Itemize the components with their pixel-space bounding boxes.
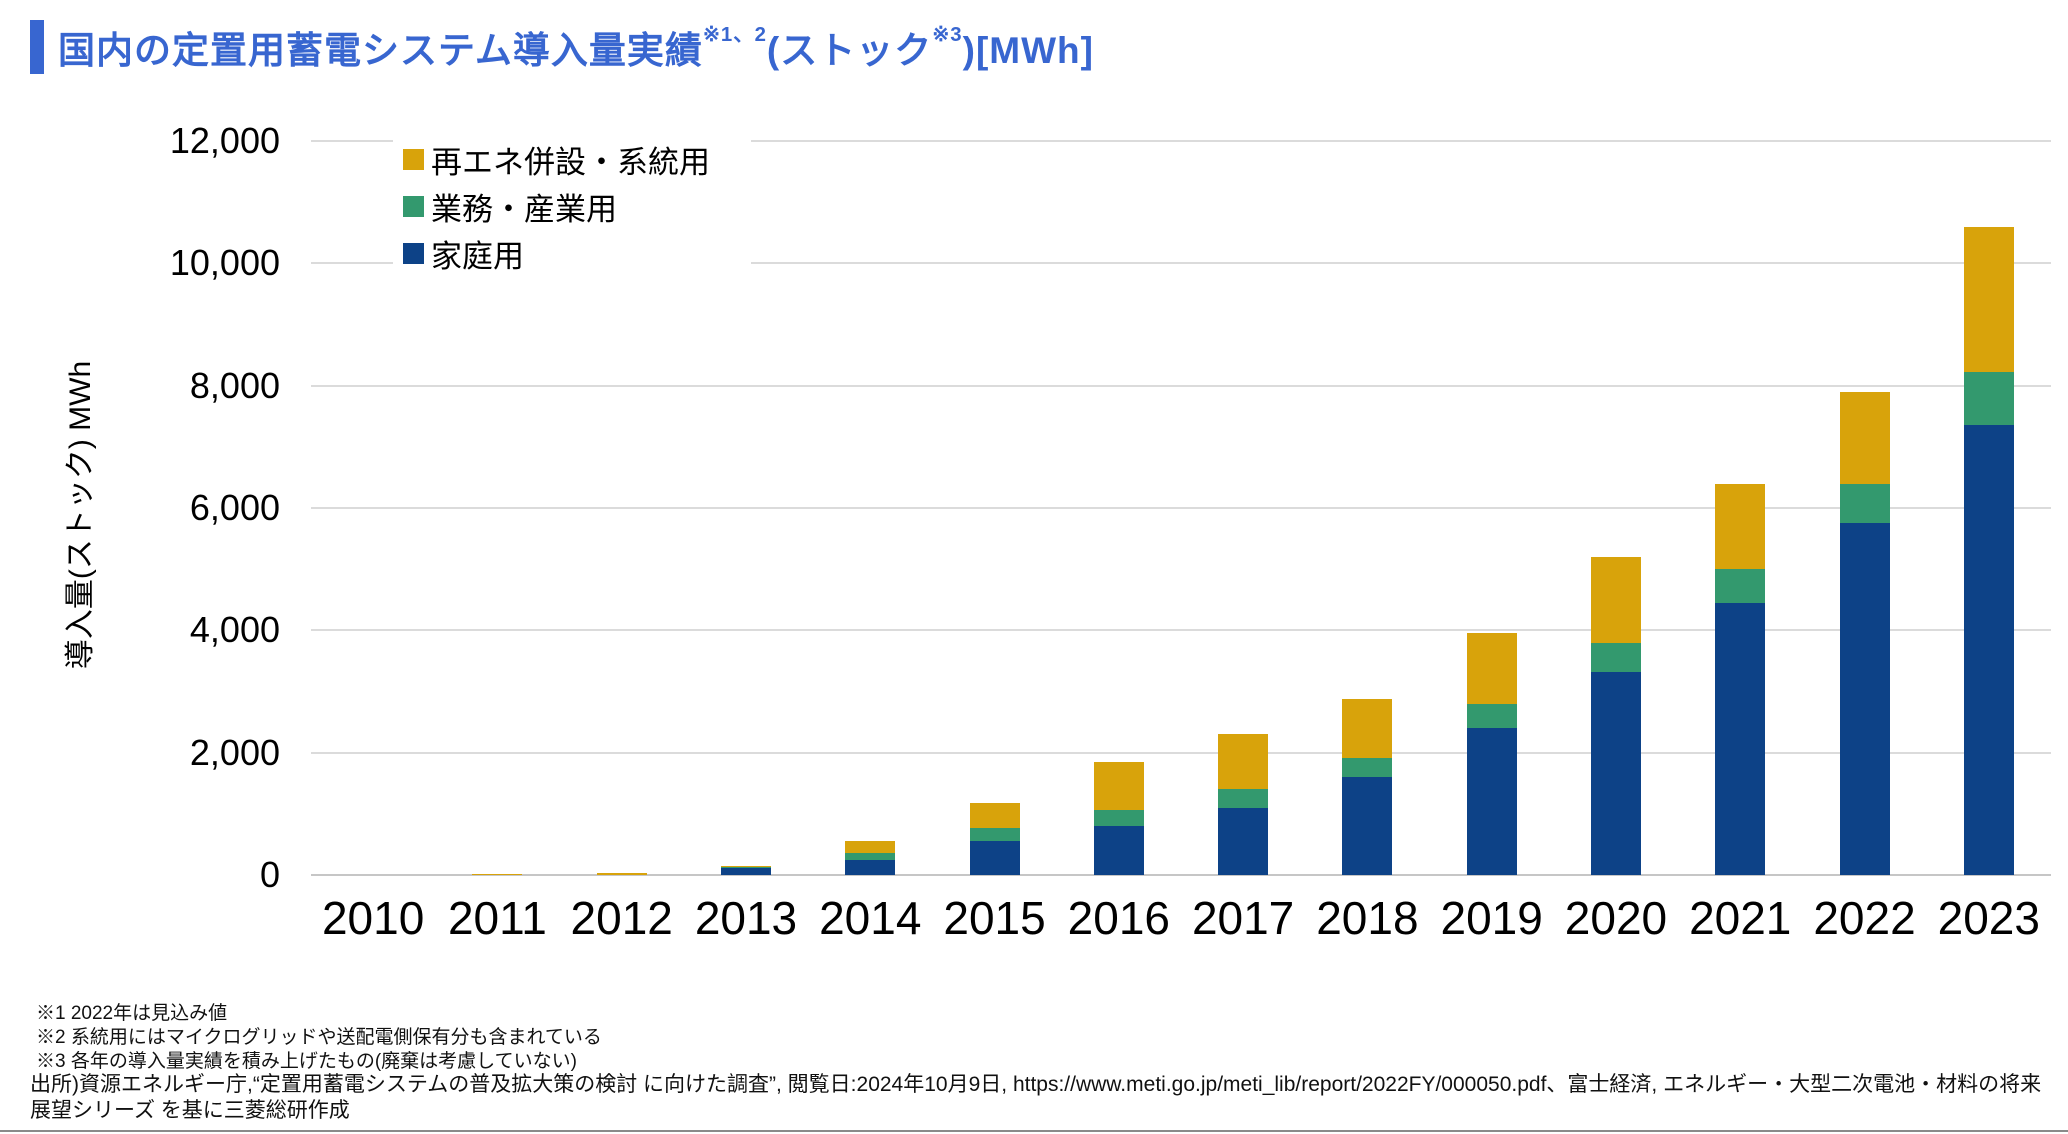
footnote-1: ※1 2022年は見込み値 bbox=[36, 1003, 228, 1024]
bar-segment-2016-再エネ併設・系統用 bbox=[1093, 762, 1144, 810]
y-tick-label-12000: 12,000 bbox=[169, 120, 280, 161]
title-accent-bar bbox=[30, 20, 44, 74]
bar-segment-2017-業務・産業用 bbox=[1218, 789, 1269, 808]
x-tick-label-2016: 2016 bbox=[1067, 892, 1170, 944]
legend-label: 再エネ併設・系統用 bbox=[431, 145, 710, 180]
gridline-6000 bbox=[311, 507, 2051, 509]
bar-segment-2017-家庭用 bbox=[1218, 807, 1269, 875]
gridline-8000 bbox=[311, 384, 2051, 387]
bar-segment-2019-業務・産業用 bbox=[1466, 703, 1517, 729]
bar-segment-2020-家庭用 bbox=[1591, 671, 1641, 875]
bar-segment-2020-再エネ併設・系統用 bbox=[1591, 556, 1641, 643]
bar-segment-2014-再エネ併設・系統用 bbox=[845, 840, 896, 853]
x-tick-label-2010: 2010 bbox=[321, 892, 425, 944]
bar-segment-2015-家庭用 bbox=[969, 841, 1020, 875]
legend-label: 業務・産業用 bbox=[431, 192, 617, 227]
bar-segment-2023-業務・産業用 bbox=[1963, 371, 2014, 426]
bar-segment-2014-業務・産業用 bbox=[845, 853, 896, 861]
bar-segment-2018-再エネ併設・系統用 bbox=[1342, 699, 1393, 758]
bar-segment-2013-再エネ併設・系統用 bbox=[721, 865, 771, 867]
footnotes: ※1 2022年は見込み値 ※2 系統用にはマイクログリッドや送配電側保有分も含… bbox=[36, 1002, 602, 1074]
legend-swatch-icon bbox=[403, 196, 424, 217]
legend-item: 業務・産業用 bbox=[403, 183, 751, 230]
bar-segment-2011-再エネ併設・系統用 bbox=[472, 873, 523, 875]
x-tick-label-2017: 2017 bbox=[1191, 892, 1295, 944]
x-tick-label-2021: 2021 bbox=[1689, 892, 1792, 944]
legend-item: 家庭用 bbox=[403, 230, 751, 277]
legend-item: 再エネ併設・系統用 bbox=[403, 136, 751, 183]
x-tick-label-2011: 2011 bbox=[447, 892, 547, 944]
x-tick-label-2018: 2018 bbox=[1316, 892, 1419, 944]
x-tick-label-2012: 2012 bbox=[570, 892, 673, 944]
x-tick-label-2015: 2015 bbox=[943, 892, 1046, 944]
y-tick-label-4000: 4,000 bbox=[189, 609, 280, 651]
page-title-main: 国内の定置用蓄電システム導入量実績 bbox=[58, 30, 703, 71]
bar-segment-2015-業務・産業用 bbox=[969, 827, 1020, 842]
gridline-12000 bbox=[311, 140, 2051, 142]
legend-swatch-icon bbox=[403, 243, 424, 264]
bar-segment-2015-再エネ併設・系統用 bbox=[969, 802, 1020, 828]
page-title-footnote-ref-3: ※3 bbox=[932, 23, 963, 46]
x-tick-label-2013: 2013 bbox=[694, 892, 798, 944]
bar-segment-2022-家庭用 bbox=[1839, 523, 1890, 875]
bottom-divider bbox=[0, 1130, 2068, 1132]
x-axis-line bbox=[311, 874, 2051, 876]
bar-segment-2022-業務・産業用 bbox=[1839, 483, 1890, 524]
bar-segment-2013-業務・産業用 bbox=[721, 866, 771, 869]
legend-swatch-icon bbox=[403, 149, 424, 170]
bar-segment-2022-再エネ併設・系統用 bbox=[1839, 391, 1890, 484]
bar-segment-2012-再エネ併設・系統用 bbox=[596, 873, 647, 875]
x-tick-label-2020: 2020 bbox=[1564, 892, 1668, 944]
legend-label: 家庭用 bbox=[431, 239, 524, 274]
x-tick-label-2023: 2023 bbox=[1937, 892, 2040, 944]
bar-segment-2018-家庭用 bbox=[1342, 777, 1393, 875]
bar-segment-2017-再エネ併設・系統用 bbox=[1218, 734, 1269, 790]
bar-segment-2021-家庭用 bbox=[1715, 602, 1766, 875]
bar-segment-2014-家庭用 bbox=[845, 860, 896, 875]
bar-segment-2019-再エネ併設・系統用 bbox=[1466, 633, 1517, 704]
bar-segment-2018-業務・産業用 bbox=[1342, 757, 1393, 778]
bar-segment-2013-家庭用 bbox=[721, 868, 771, 875]
bar-segment-2021-再エネ併設・系統用 bbox=[1715, 483, 1766, 570]
plot-area bbox=[311, 140, 2051, 876]
footnote-2: ※2 系統用にはマイクログリッドや送配電側保有分も含まれている bbox=[36, 1027, 602, 1048]
page-title-footnote-ref-1: ※1、2 bbox=[702, 23, 767, 46]
page-title: 国内の定置用蓄電システム導入量実績※1、2(ストック※3)[MWh] bbox=[58, 20, 1094, 74]
bar-segment-2020-業務・産業用 bbox=[1591, 642, 1641, 672]
y-tick-label-8000: 8,000 bbox=[189, 364, 280, 406]
gridline-10000 bbox=[311, 262, 2051, 265]
bar-segment-2023-再エネ併設・系統用 bbox=[1963, 226, 2014, 372]
bar-segment-2019-家庭用 bbox=[1466, 728, 1517, 875]
x-tick-label-2022: 2022 bbox=[1813, 892, 1916, 944]
bar-segment-2021-業務・産業用 bbox=[1715, 569, 1766, 603]
bar-segment-2016-家庭用 bbox=[1093, 826, 1144, 875]
y-tick-label-2000: 2,000 bbox=[189, 731, 280, 773]
y-tick-label-0: 0 bbox=[259, 854, 280, 895]
y-tick-label-10000: 10,000 bbox=[169, 242, 280, 284]
y-tick-label-6000: 6,000 bbox=[189, 487, 280, 528]
footnote-3: ※3 各年の導入量実績を積み上げたもの(廃棄は考慮していない) bbox=[36, 1051, 577, 1072]
x-tick-label-2019: 2019 bbox=[1440, 892, 1543, 944]
x-tick-label-2014: 2014 bbox=[819, 892, 922, 944]
page-title-unit: )[MWh] bbox=[962, 30, 1094, 71]
bar-segment-2016-業務・産業用 bbox=[1093, 809, 1144, 827]
source-note: 出所)資源エネルギー庁,“定置用蓄電システムの普及拡大策の検討 に向けた調査”,… bbox=[30, 1073, 2042, 1122]
title-block: 国内の定置用蓄電システム導入量実績※1、2(ストック※3)[MWh] bbox=[30, 20, 1094, 74]
gridline-2000 bbox=[311, 751, 2051, 754]
chart-legend: 再エネ併設・系統用 業務・産業用 家庭用 bbox=[393, 130, 751, 283]
page-title-paren: (ストック bbox=[766, 30, 933, 71]
x-axis-tick-labels: 2010 2011 2012 2013 2014 2015 2016 2017 2018 2019… bbox=[311, 891, 2051, 945]
bar-segment-2023-家庭用 bbox=[1963, 425, 2014, 875]
gridline-4000 bbox=[311, 629, 2051, 632]
